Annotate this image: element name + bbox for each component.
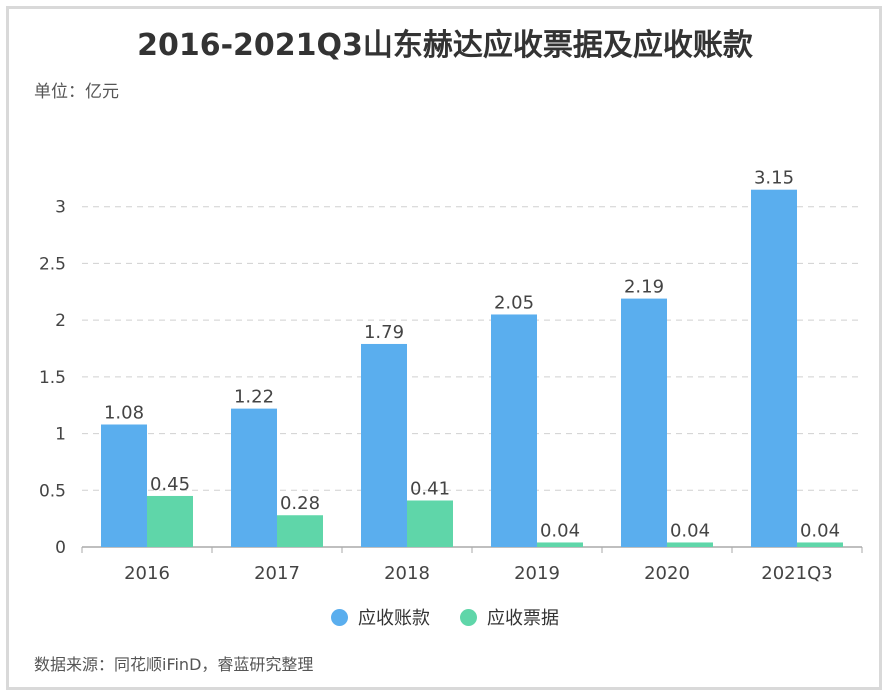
data-label: 3.15 [754, 168, 794, 189]
bar-receivables [361, 343, 407, 547]
bar-receivables [491, 314, 537, 547]
bar-receivables [621, 298, 667, 547]
data-label: 1.08 [104, 402, 144, 423]
unit-label: 单位：亿元 [34, 82, 119, 102]
legend-marker-notes [460, 608, 477, 626]
data-label: 0.04 [670, 520, 710, 541]
bar-receivables [231, 408, 277, 547]
y-tick-label: 3 [55, 198, 66, 218]
data-label: 2.19 [624, 277, 664, 298]
legend-label-notes: 应收票据 [487, 608, 559, 629]
x-tick-label: 2019 [514, 563, 560, 584]
y-tick-label: 0 [55, 538, 66, 558]
bar-notes [537, 542, 583, 547]
data-label: 2.05 [494, 292, 534, 313]
chart-title: 2016-2021Q3山东赫达应收票据及应收账款 [137, 28, 753, 63]
x-tick-label: 2016 [124, 563, 170, 584]
data-label: 0.04 [800, 520, 840, 541]
data-label: 1.22 [234, 387, 274, 408]
bar-receivables [751, 189, 797, 547]
y-tick-label: 0.5 [39, 481, 66, 501]
bar-notes [277, 515, 323, 547]
bar-notes [797, 542, 843, 547]
legend-item-receivables[interactable]: 应收账款 [331, 604, 430, 630]
data-source: 数据来源：同花顺iFinD，睿蓝研究整理 [34, 655, 314, 674]
data-label: 0.41 [410, 478, 450, 499]
legend-item-notes[interactable]: 应收票据 [460, 604, 559, 630]
y-tick-label: 1.5 [39, 368, 66, 388]
y-tick-label: 2 [55, 311, 66, 331]
legend: 应收账款 应收票据 [0, 603, 890, 631]
x-tick-label: 2017 [254, 563, 300, 584]
y-tick-label: 2.5 [39, 254, 66, 274]
data-label: 0.04 [540, 520, 580, 541]
x-tick-label: 2020 [644, 563, 690, 584]
data-label: 0.28 [280, 493, 320, 514]
bar-notes [147, 495, 193, 547]
x-tick-label: 2021Q3 [761, 563, 832, 584]
y-tick-label: 1 [55, 425, 66, 445]
x-tick-label: 2018 [384, 563, 430, 584]
bar-notes [667, 542, 713, 547]
chart-frame [6, 6, 882, 690]
bar-receivables [101, 424, 147, 547]
bar-notes [407, 500, 453, 547]
data-label: 0.45 [150, 474, 190, 495]
data-label: 1.79 [364, 322, 404, 343]
legend-label-receivables: 应收账款 [358, 608, 430, 629]
legend-marker-receivables [331, 608, 348, 626]
